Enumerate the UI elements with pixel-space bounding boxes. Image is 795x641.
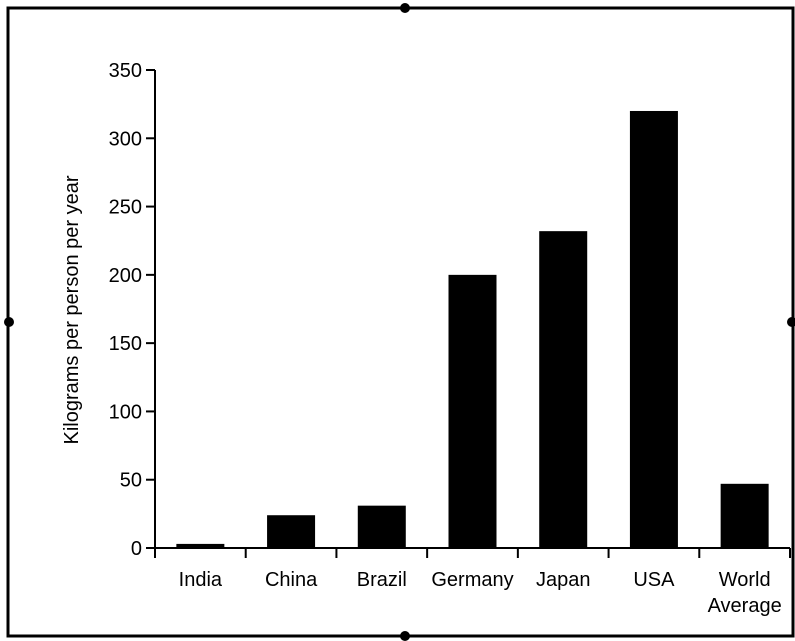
x-tick-label: India: [179, 569, 223, 591]
bar-japan: [539, 231, 588, 548]
frame-handle-bottom[interactable]: [400, 631, 410, 641]
x-tick-label: USA: [633, 569, 675, 591]
y-tick-label: 250: [109, 197, 142, 219]
x-tick-label: China: [265, 569, 318, 591]
x-tick-label: Japan: [536, 569, 591, 591]
y-tick-label: 200: [109, 265, 142, 287]
y-tick-label: 50: [120, 470, 142, 492]
frame-handle-left[interactable]: [4, 317, 14, 327]
frame-handle-top[interactable]: [400, 3, 410, 13]
y-tick-label: 150: [109, 333, 142, 355]
x-tick-label: Brazil: [357, 569, 407, 591]
plot-area: 0 50 100 150 200 250 300 350 India China Brazil Ger…: [109, 60, 791, 617]
y-tick-label: 300: [109, 128, 142, 150]
x-tick-label: Average: [708, 595, 782, 617]
bar-germany: [448, 274, 497, 548]
frame-handle-right[interactable]: [787, 317, 795, 327]
x-tick-label: Germany: [431, 569, 513, 591]
bar-usa: [629, 110, 678, 548]
bar-brazil: [357, 505, 406, 548]
y-tick-label: 100: [109, 401, 142, 423]
y-tick-label: 0: [131, 538, 142, 560]
bar-world: [720, 483, 769, 548]
y-axis-label: Kilograms per person per year: [61, 175, 83, 444]
bar-india: [176, 543, 225, 548]
x-tick-label: World: [719, 569, 771, 591]
bar-china: [267, 515, 316, 548]
y-tick-label: 350: [109, 60, 142, 82]
